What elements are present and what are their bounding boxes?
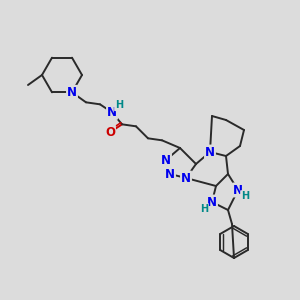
- Text: N: N: [165, 167, 175, 181]
- Text: N: N: [205, 146, 215, 158]
- Text: N: N: [161, 154, 171, 166]
- Text: H: H: [200, 204, 208, 214]
- Text: N: N: [207, 196, 217, 208]
- Text: H: H: [241, 191, 249, 201]
- Text: N: N: [181, 172, 191, 184]
- Text: N: N: [107, 106, 117, 119]
- Text: O: O: [105, 126, 115, 139]
- Text: N: N: [67, 86, 77, 99]
- Text: H: H: [115, 100, 123, 110]
- Text: N: N: [233, 184, 243, 196]
